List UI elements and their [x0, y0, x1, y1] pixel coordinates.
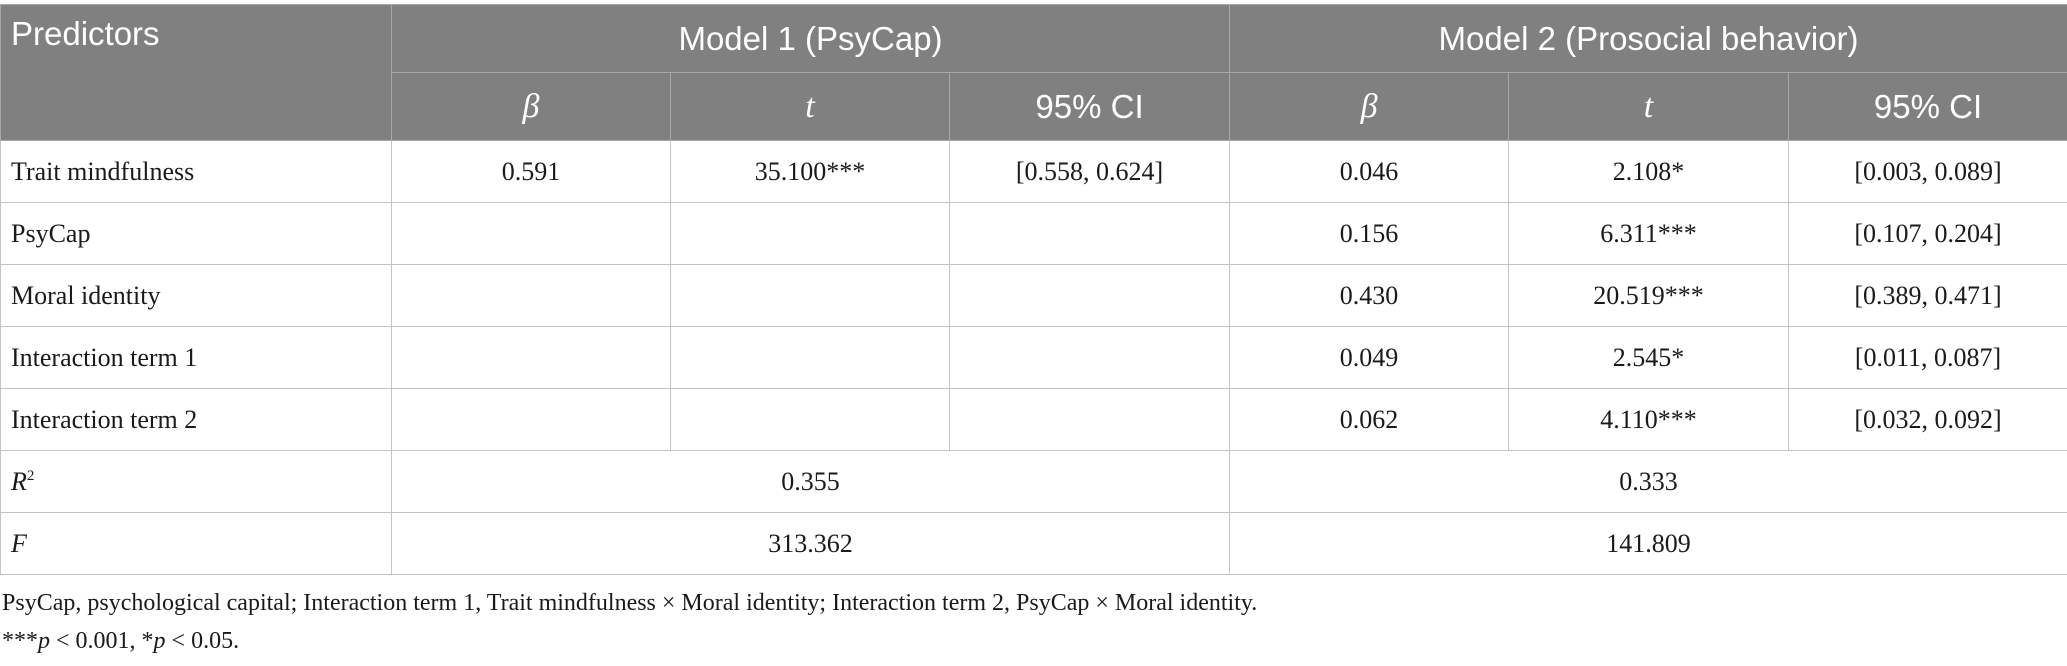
cell-m2-ci: [0.032, 0.092] [1788, 388, 2067, 451]
cell-m2-beta: 0.049 [1229, 326, 1510, 389]
cell-m2-r-squared: 0.333 [1229, 450, 2067, 513]
cell-m2-ci: [0.107, 0.204] [1788, 202, 2067, 265]
cell-m1-beta [391, 264, 671, 327]
row-label: Moral identity [0, 264, 392, 327]
row-label: Interaction term 1 [0, 326, 392, 389]
footnote-threshold-1: < 0.001, * [50, 628, 154, 654]
header-m2-ci: 95% CI [1788, 72, 2067, 141]
footnote-significance: ***p < 0.001, *p < 0.05. [2, 628, 239, 655]
table-row: Moral identity 0.430 20.519*** [0.389, 0… [0, 264, 2067, 327]
cell-m2-t: 20.519*** [1508, 264, 1790, 327]
cell-m2-beta: 0.062 [1229, 388, 1510, 451]
row-label: PsyCap [0, 202, 392, 265]
cell-m1-ci: [0.558, 0.624] [948, 140, 1231, 203]
cell-m1-ci [948, 264, 1231, 327]
table-row: PsyCap 0.156 6.311*** [0.107, 0.204] [0, 202, 2067, 265]
cell-m1-t [670, 326, 950, 389]
header-predictors: Predictors [0, 4, 392, 141]
cell-m2-ci: [0.011, 0.087] [1788, 326, 2067, 389]
cell-m2-beta: 0.156 [1229, 202, 1510, 265]
cell-m1-beta [391, 326, 671, 389]
summary-row-f: F 313.362 141.809 [0, 512, 2067, 575]
cell-m2-t: 2.545* [1508, 326, 1790, 389]
cell-m1-beta [391, 202, 671, 265]
header-m1-t: t [670, 72, 950, 141]
cell-m1-t [670, 388, 950, 451]
cell-m2-ci: [0.003, 0.089] [1788, 140, 2067, 203]
cell-m2-beta: 0.046 [1229, 140, 1510, 203]
row-label: Trait mindfulness [0, 140, 392, 203]
summary-row-r-squared: R2 0.355 0.333 [0, 450, 2067, 513]
footnote-p-symbol: p [38, 628, 50, 654]
cell-m1-beta: 0.591 [391, 140, 671, 203]
cell-m2-t: 2.108* [1508, 140, 1790, 203]
footnote-threshold-2: < 0.05. [165, 628, 240, 654]
cell-m1-beta [391, 388, 671, 451]
table-row: Interaction term 1 0.049 2.545* [0.011, … [0, 326, 2067, 389]
header-model-2: Model 2 (Prosocial behavior) [1229, 4, 2067, 73]
cell-m1-ci [948, 388, 1231, 451]
header-m1-beta: β [391, 72, 671, 141]
table-row: Trait mindfulness 0.591 35.100*** [0.558… [0, 140, 2067, 203]
regression-table: Predictors Model 1 (PsyCap) Model 2 (Pro… [0, 4, 2067, 575]
footnote-abbreviations: PsyCap, psychological capital; Interacti… [2, 590, 1258, 616]
table-row: Interaction term 2 0.062 4.110*** [0.032… [0, 388, 2067, 451]
header-row-stats: β t 95% CI β t 95% CI [1, 72, 2067, 141]
r-squared-superscript: 2 [26, 467, 35, 484]
cell-m2-beta: 0.430 [1229, 264, 1510, 327]
cell-m2-f: 141.809 [1229, 512, 2067, 575]
footnote-p-symbol: p [153, 628, 166, 654]
r-squared-symbol: R [11, 466, 27, 496]
cell-m1-f: 313.362 [390, 512, 1231, 575]
row-label: R2 [0, 450, 392, 513]
cell-m1-t [670, 264, 950, 327]
cell-m2-ci: [0.389, 0.471] [1788, 264, 2067, 327]
header-m2-t: t [1508, 72, 1790, 141]
row-label: F [0, 512, 392, 575]
cell-m2-t: 6.311*** [1508, 202, 1790, 265]
header-m2-beta: β [1229, 72, 1510, 141]
cell-m1-ci [948, 202, 1231, 265]
header-row-models: Predictors Model 1 (PsyCap) Model 2 (Pro… [0, 4, 2067, 141]
cell-m2-t: 4.110*** [1508, 388, 1790, 451]
cell-m1-r-squared: 0.355 [390, 450, 1231, 513]
footnote-stars: *** [2, 628, 38, 654]
header-m1-ci: 95% CI [948, 72, 1231, 141]
cell-m1-t [670, 202, 950, 265]
row-label: Interaction term 2 [0, 388, 392, 451]
header-model-1: Model 1 (PsyCap) [390, 4, 1231, 73]
cell-m1-t: 35.100*** [670, 140, 950, 203]
cell-m1-ci [948, 326, 1231, 389]
